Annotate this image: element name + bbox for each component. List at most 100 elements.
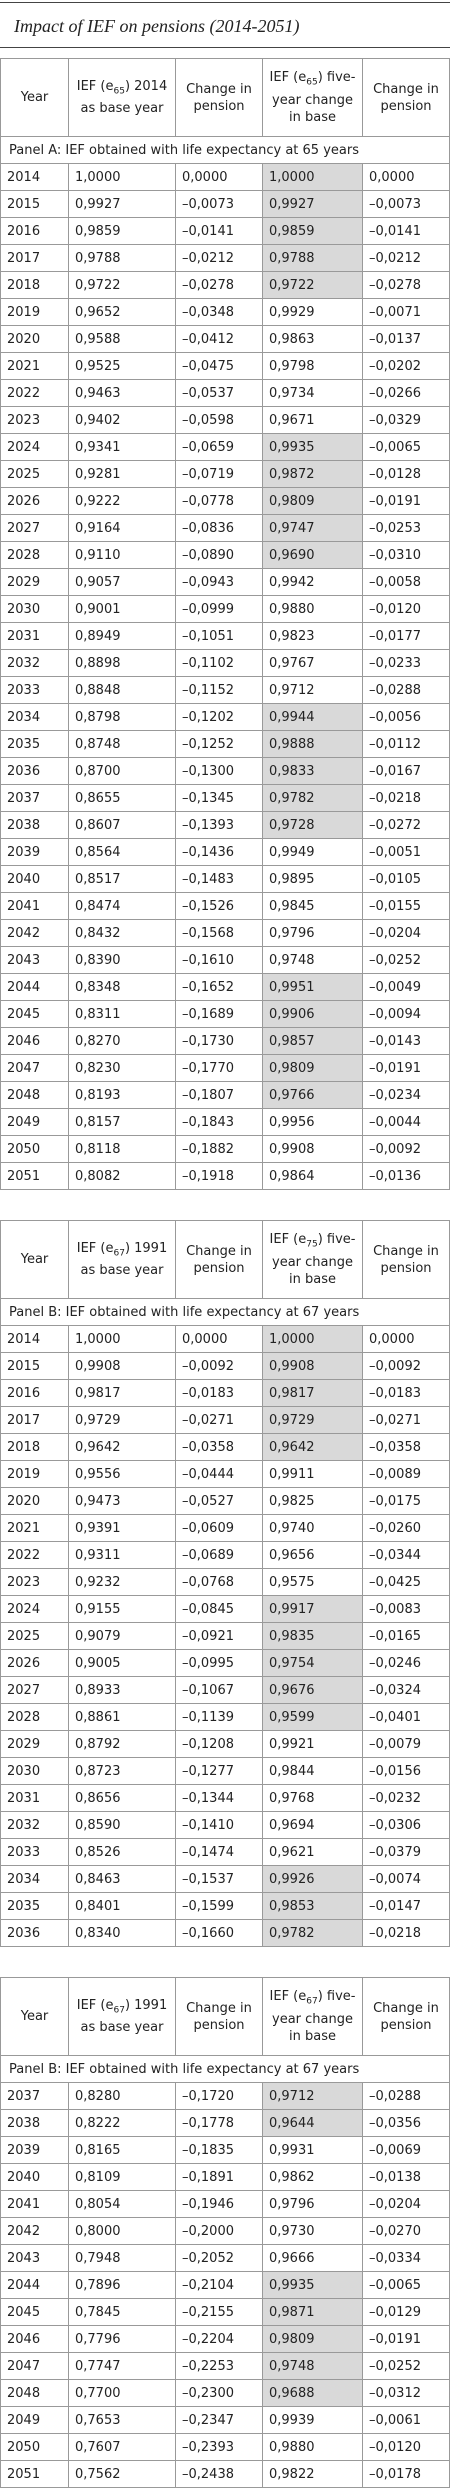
- value-cell: 0,8861: [68, 1703, 176, 1731]
- data-row: 2045 0,7845 –0,2155 0,9871 –0,0129: [0, 2298, 450, 2326]
- value-cell: 0,9671: [262, 406, 363, 434]
- data-row: 2035 0,8748 –0,1252 0,9888 –0,0112: [0, 730, 450, 758]
- value-cell: 0,8792: [68, 1730, 176, 1758]
- data-row: 2024 0,9341 –0,0659 0,9935 –0,0065: [0, 433, 450, 461]
- value-cell: 0,9391: [68, 1514, 176, 1542]
- value-cell: –0,1526: [175, 892, 263, 920]
- value-cell: 0,9844: [262, 1757, 363, 1785]
- value-cell: 0,8311: [68, 1000, 176, 1028]
- data-row: 2047 0,8230 –0,1770 0,9809 –0,0191: [0, 1054, 450, 1082]
- value-cell: –0,0999: [175, 595, 263, 623]
- value-cell: 0,9722: [262, 271, 363, 299]
- data-row: 2051 0,8082 –0,1918 0,9864 –0,0136: [0, 1162, 450, 1190]
- data-row: 2033 0,8526 –0,1474 0,9621 –0,0379: [0, 1838, 450, 1866]
- year-cell: 2032: [0, 649, 69, 677]
- value-cell: –0,1344: [175, 1784, 263, 1812]
- value-cell: –0,2347: [175, 2406, 263, 2434]
- value-cell: –0,1778: [175, 2109, 263, 2137]
- value-cell: 0,9575: [262, 1568, 363, 1596]
- value-cell: 0,7653: [68, 2406, 176, 2434]
- value-cell: –0,0191: [362, 487, 450, 515]
- value-cell: 0,8082: [68, 1162, 176, 1190]
- value-cell: –0,1660: [175, 1919, 263, 1947]
- value-cell: –0,2438: [175, 2460, 263, 2488]
- data-row: 2035 0,8401 –0,1599 0,9853 –0,0147: [0, 1892, 450, 1920]
- year-cell: 2038: [0, 2109, 69, 2137]
- value-cell: –0,1474: [175, 1838, 263, 1866]
- value-cell: 0,8165: [68, 2136, 176, 2164]
- value-cell: –0,0204: [362, 2190, 450, 2218]
- value-cell: 0,9767: [262, 649, 363, 677]
- data-row: 2017 0,9729 –0,0271 0,9729 –0,0271: [0, 1406, 450, 1434]
- value-cell: –0,0141: [362, 217, 450, 245]
- value-cell: 0,8655: [68, 784, 176, 812]
- year-cell: 2050: [0, 1135, 69, 1163]
- value-cell: –0,1843: [175, 1108, 263, 1136]
- data-row: 2041 0,8054 –0,1946 0,9796 –0,0204: [0, 2190, 450, 2218]
- column-header: Year: [0, 1977, 69, 2056]
- panel-label: Panel B: IEF obtained with life expectan…: [0, 2055, 450, 2083]
- header-text: ) five-year change in base: [272, 70, 356, 125]
- data-row: 2038 0,8222 –0,1778 0,9644 –0,0356: [0, 2109, 450, 2137]
- header-text: ) five-year change in base: [272, 1232, 356, 1287]
- value-cell: 0,8517: [68, 865, 176, 893]
- value-cell: –0,0165: [362, 1622, 450, 1650]
- value-cell: –0,1807: [175, 1081, 263, 1109]
- value-cell: 0,8222: [68, 2109, 176, 2137]
- year-cell: 2033: [0, 676, 69, 704]
- year-cell: 2021: [0, 352, 69, 380]
- value-cell: 0,9748: [262, 946, 363, 974]
- value-cell: –0,0051: [362, 838, 450, 866]
- data-row: 2023 0,9402 –0,0598 0,9671 –0,0329: [0, 406, 450, 434]
- value-cell: –0,0092: [362, 1352, 450, 1380]
- year-cell: 2041: [0, 2190, 69, 2218]
- title: Impact of IEF on pensions (2014-2051): [0, 2, 450, 48]
- value-cell: –0,0183: [175, 1379, 263, 1407]
- year-cell: 2014: [0, 1325, 69, 1353]
- value-cell: 0,9788: [262, 244, 363, 272]
- data-row: 2033 0,8848 –0,1152 0,9712 –0,0288: [0, 676, 450, 704]
- value-cell: 0,9817: [262, 1379, 363, 1407]
- value-cell: –0,1202: [175, 703, 263, 731]
- value-cell: –0,2052: [175, 2244, 263, 2272]
- data-row: 2044 0,8348 –0,1652 0,9951 –0,0049: [0, 973, 450, 1001]
- value-cell: –0,0138: [362, 2163, 450, 2191]
- value-cell: –0,1918: [175, 1162, 263, 1190]
- value-cell: 0,9734: [262, 379, 363, 407]
- value-cell: –0,1946: [175, 2190, 263, 2218]
- value-cell: –0,0379: [362, 1838, 450, 1866]
- year-cell: 2045: [0, 1000, 69, 1028]
- value-cell: –0,0306: [362, 1811, 450, 1839]
- value-cell: 0,9823: [262, 622, 363, 650]
- value-cell: –0,1208: [175, 1730, 263, 1758]
- value-cell: –0,0260: [362, 1514, 450, 1542]
- value-cell: –0,0094: [362, 1000, 450, 1028]
- value-cell: 0,9833: [262, 757, 363, 785]
- value-cell: 1,0000: [262, 1325, 363, 1353]
- year-cell: 2042: [0, 919, 69, 947]
- value-cell: –0,1882: [175, 1135, 263, 1163]
- value-cell: –0,2000: [175, 2217, 263, 2245]
- value-cell: 0,0000: [362, 1325, 450, 1353]
- value-cell: –0,0204: [362, 919, 450, 947]
- value-cell: –0,2393: [175, 2433, 263, 2461]
- data-row: 2016 0,9859 –0,0141 0,9859 –0,0141: [0, 217, 450, 245]
- data-row: 2051 0,7562 –0,2438 0,9822 –0,0178: [0, 2460, 450, 2488]
- value-cell: –0,0252: [362, 946, 450, 974]
- value-cell: –0,0136: [362, 1162, 450, 1190]
- panel-row: Panel B: IEF obtained with life expectan…: [0, 2055, 450, 2083]
- value-cell: –0,0278: [362, 271, 450, 299]
- column-header: Change in pension: [362, 58, 450, 137]
- value-cell: –0,1720: [175, 2082, 263, 2110]
- value-cell: –0,0845: [175, 1595, 263, 1623]
- panel-row: Panel B: IEF obtained with life expectan…: [0, 1298, 450, 1326]
- value-cell: –0,1102: [175, 649, 263, 677]
- data-row: 2030 0,8723 –0,1277 0,9844 –0,0156: [0, 1757, 450, 1785]
- year-cell: 2035: [0, 730, 69, 758]
- data-row: 2029 0,8792 –0,1208 0,9921 –0,0079: [0, 1730, 450, 1758]
- value-cell: 0,8949: [68, 622, 176, 650]
- value-cell: 0,9864: [262, 1162, 363, 1190]
- value-cell: –0,0719: [175, 460, 263, 488]
- year-cell: 2043: [0, 2244, 69, 2272]
